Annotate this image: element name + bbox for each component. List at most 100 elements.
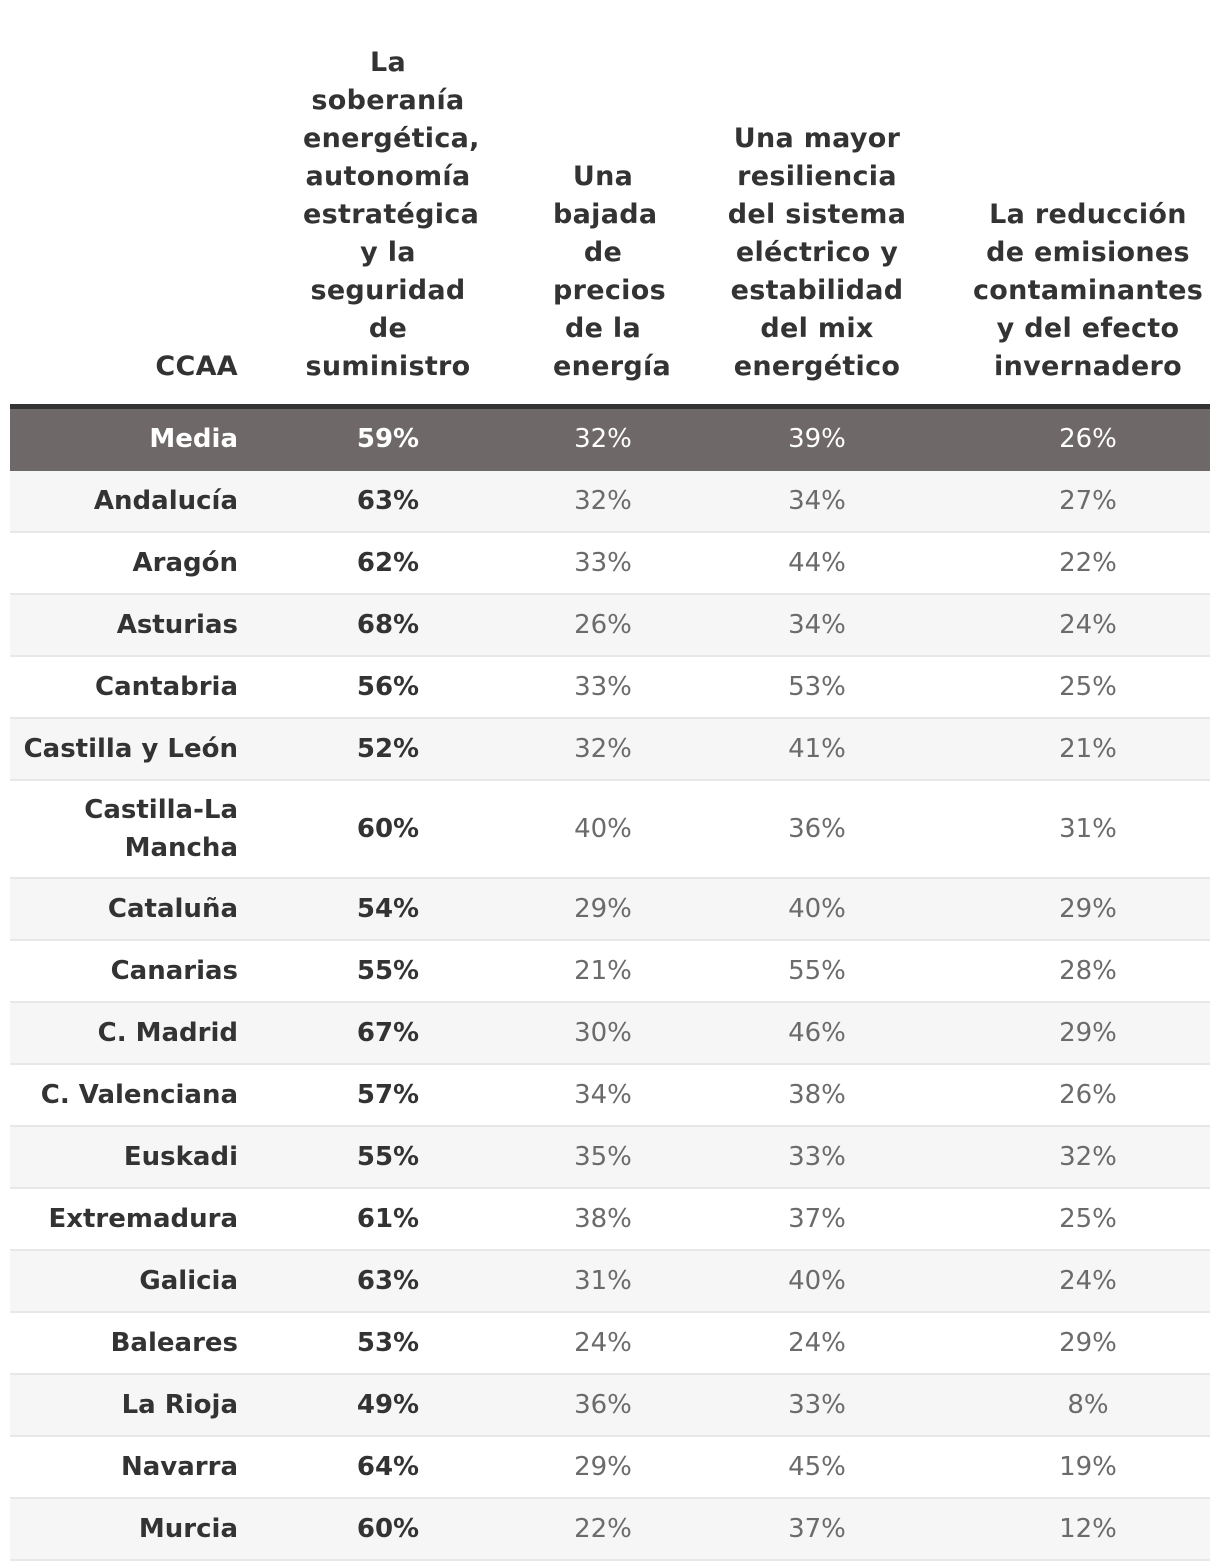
cell-value: 36% <box>538 1374 668 1437</box>
row-label: Castilla-La Mancha <box>10 780 238 879</box>
cell-value: 68% <box>238 594 538 657</box>
cell-value: 52% <box>238 718 538 781</box>
cell-value: 34% <box>668 594 966 657</box>
cell-value: 32% <box>538 406 668 471</box>
cell-value: 33% <box>668 1126 966 1189</box>
cell-value: 29% <box>966 1312 1210 1375</box>
column-header-ccaa: CCAA <box>10 44 238 409</box>
row-label-text: Canarias <box>110 956 238 986</box>
table-row: Canarias 55% 21% 55% 28% <box>10 940 1210 1003</box>
cell-value: 26% <box>966 1064 1210 1127</box>
table-row: La Rioja 49% 36% 33% 8% <box>10 1374 1210 1437</box>
table-row: Extremadura 61% 38% 37% 25% <box>10 1188 1210 1251</box>
cell-value: 63% <box>238 1250 538 1313</box>
table-row: Asturias 68% 26% 34% 24% <box>10 594 1210 657</box>
cell-value: 8% <box>966 1374 1210 1437</box>
cell-value: 34% <box>668 470 966 533</box>
cell-value: 34% <box>538 1064 668 1127</box>
cell-value: 27% <box>966 470 1210 533</box>
cell-value: 55% <box>668 940 966 1003</box>
cell-value: 61% <box>238 1188 538 1251</box>
row-label-text: Cataluña <box>107 894 238 924</box>
row-label-text: Andalucía <box>93 486 238 516</box>
cell-value: 49% <box>238 1374 538 1437</box>
cell-value: 32% <box>538 718 668 781</box>
row-label: Navarra <box>10 1436 238 1499</box>
cell-value: 57% <box>238 1064 538 1127</box>
table-row: Cantabria 56% 33% 53% 25% <box>10 656 1210 719</box>
cell-value: 35% <box>538 1126 668 1189</box>
cell-value: 67% <box>238 1002 538 1065</box>
row-label: Castilla y León <box>10 718 238 781</box>
cell-value: 24% <box>538 1312 668 1375</box>
cell-value: 37% <box>668 1188 966 1251</box>
row-label: Euskadi <box>10 1126 238 1189</box>
cell-value: 45% <box>668 1436 966 1499</box>
cell-value: 38% <box>668 1064 966 1127</box>
row-label-text: Aragón <box>132 548 238 578</box>
cell-value: 29% <box>538 878 668 941</box>
cell-value: 44% <box>668 532 966 595</box>
cell-value: 29% <box>538 1436 668 1499</box>
row-label-text: Castilla y León <box>23 734 238 764</box>
row-label: Asturias <box>10 594 238 657</box>
cell-value: 37% <box>668 1498 966 1561</box>
table-row: Navarra 64% 29% 45% 19% <box>10 1436 1210 1499</box>
row-label-text: Galicia <box>139 1266 238 1296</box>
table-row: C. Valenciana 57% 34% 38% 26% <box>10 1064 1210 1127</box>
table-row: Euskadi 55% 35% 33% 32% <box>10 1126 1210 1189</box>
row-label-text: C. Madrid <box>97 1018 238 1048</box>
row-label: Baleares <box>10 1312 238 1375</box>
cell-value: 28% <box>966 940 1210 1003</box>
row-label: Galicia <box>10 1250 238 1313</box>
cell-value: 40% <box>668 878 966 941</box>
cell-value: 63% <box>238 470 538 533</box>
row-label: La Rioja <box>10 1374 238 1437</box>
cell-value: 24% <box>966 1250 1210 1313</box>
header-row: CCAA La soberanía energética, autonomía … <box>10 44 1210 409</box>
cell-value: 38% <box>538 1188 668 1251</box>
cell-value: 12% <box>966 1498 1210 1561</box>
cell-value: 24% <box>966 594 1210 657</box>
cell-value: 60% <box>238 780 538 879</box>
column-header-resiliencia: Una mayor resiliencia del sistema eléctr… <box>668 44 966 409</box>
table-body: Media 59% 32% 39% 26% Andalucía 63% 32% 34% 27% Ar… <box>10 406 1210 1561</box>
cell-value: 40% <box>538 780 668 879</box>
cell-value: 26% <box>538 594 668 657</box>
cell-value: 39% <box>668 406 966 471</box>
cell-value: 54% <box>238 878 538 941</box>
row-label: C. Valenciana <box>10 1064 238 1127</box>
row-label-text: Asturias <box>116 610 238 640</box>
row-label-text: Murcia <box>138 1514 238 1544</box>
row-label: Canarias <box>10 940 238 1003</box>
cell-value: 30% <box>538 1002 668 1065</box>
cell-value: 32% <box>966 1126 1210 1189</box>
data-table: CCAA La soberanía energética, autonomía … <box>10 44 1210 1561</box>
cell-value: 64% <box>238 1436 538 1499</box>
row-label-text: La Rioja <box>121 1390 238 1420</box>
row-label: Media <box>10 406 238 471</box>
cell-value: 31% <box>538 1250 668 1313</box>
row-label-text: C. Valenciana <box>40 1080 238 1110</box>
row-label: Extremadura <box>10 1188 238 1251</box>
row-label-text: Extremadura <box>48 1204 238 1234</box>
row-label: Andalucía <box>10 470 238 533</box>
cell-value: 41% <box>668 718 966 781</box>
cell-value: 25% <box>966 656 1210 719</box>
cell-value: 36% <box>668 780 966 879</box>
table-row: Aragón 62% 33% 44% 22% <box>10 532 1210 595</box>
cell-value: 59% <box>238 406 538 471</box>
cell-value: 33% <box>538 532 668 595</box>
row-label: Aragón <box>10 532 238 595</box>
cell-value: 25% <box>966 1188 1210 1251</box>
cell-value: 55% <box>238 1126 538 1189</box>
cell-value: 31% <box>966 780 1210 879</box>
cell-value: 19% <box>966 1436 1210 1499</box>
row-label-text: Media <box>149 424 238 454</box>
column-header-emisiones: La reducción de emisiones contaminantes … <box>966 44 1210 409</box>
cell-value: 22% <box>538 1498 668 1561</box>
cell-value: 24% <box>668 1312 966 1375</box>
row-label-text: Navarra <box>121 1452 238 1482</box>
row-label-text: Euskadi <box>123 1142 238 1172</box>
